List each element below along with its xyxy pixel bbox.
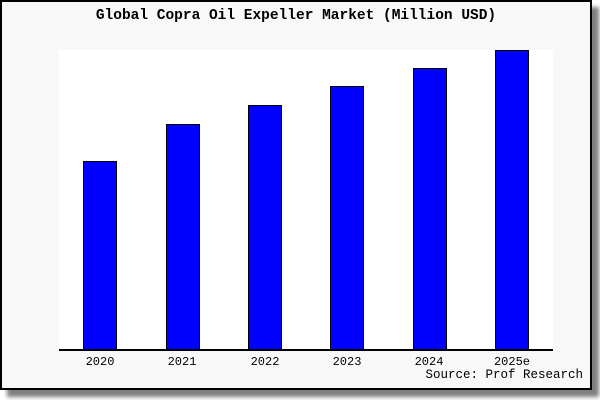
chart-title: Global Copra Oil Expeller Market (Millio…: [95, 8, 497, 24]
x-axis-labels: 2020 2021 2022 2023 2024 2025e: [59, 355, 553, 371]
plot-area: [59, 50, 553, 351]
x-tick-label-2025e: 2025e: [493, 355, 530, 369]
x-tick-label-2021: 2021: [167, 355, 197, 369]
x-axis-line: [59, 349, 553, 351]
bar-2020: [83, 161, 117, 351]
bar-2025e: [495, 50, 529, 351]
bar-2023: [330, 86, 364, 351]
x-tick-label-2022: 2022: [250, 355, 280, 369]
x-tick-label-2020: 2020: [85, 355, 115, 369]
source-credit: Source: Prof Research: [425, 368, 583, 382]
x-tick-label-2023: 2023: [332, 355, 362, 369]
bar-2024: [413, 68, 447, 351]
bar-2021: [166, 124, 200, 351]
chart-frame: Global Copra Oil Expeller Market (Millio…: [0, 0, 592, 390]
x-tick-label-2024: 2024: [414, 355, 444, 369]
bar-2022: [248, 105, 282, 351]
